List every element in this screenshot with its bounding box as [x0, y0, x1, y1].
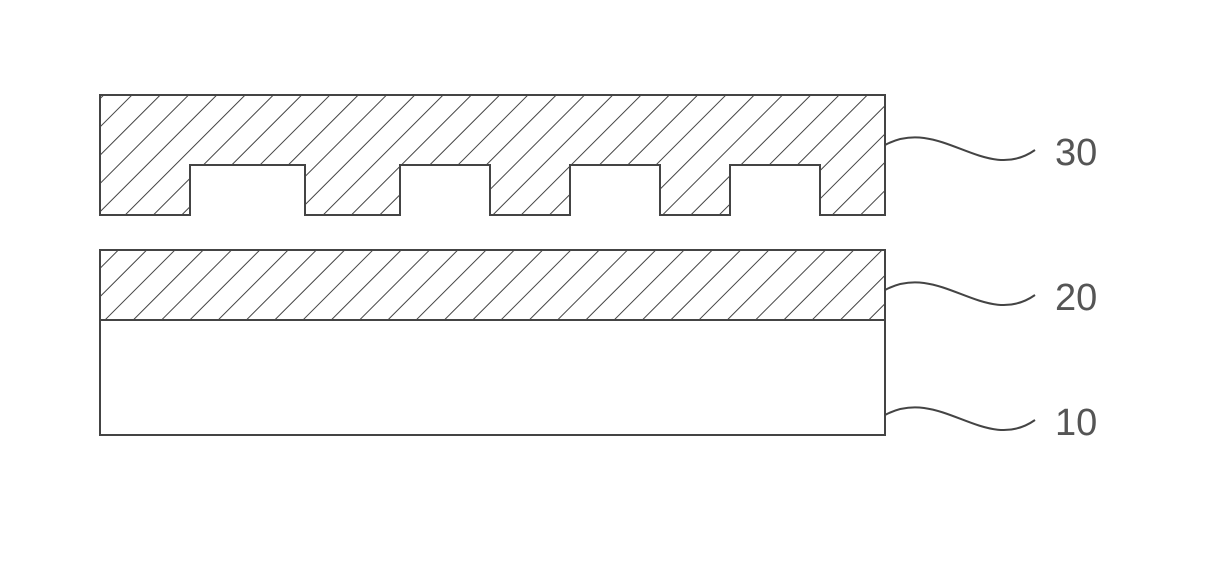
layer-30 [100, 95, 885, 215]
leader-20 [885, 282, 1035, 305]
label-30: 30 [1055, 132, 1097, 174]
cross-section-diagram: 30 20 10 [0, 0, 1212, 585]
leader-10 [885, 407, 1035, 430]
label-10: 10 [1055, 402, 1097, 444]
layer-20 [100, 250, 885, 320]
layer-10 [100, 320, 885, 435]
leader-30 [885, 137, 1035, 160]
label-20: 20 [1055, 277, 1097, 319]
